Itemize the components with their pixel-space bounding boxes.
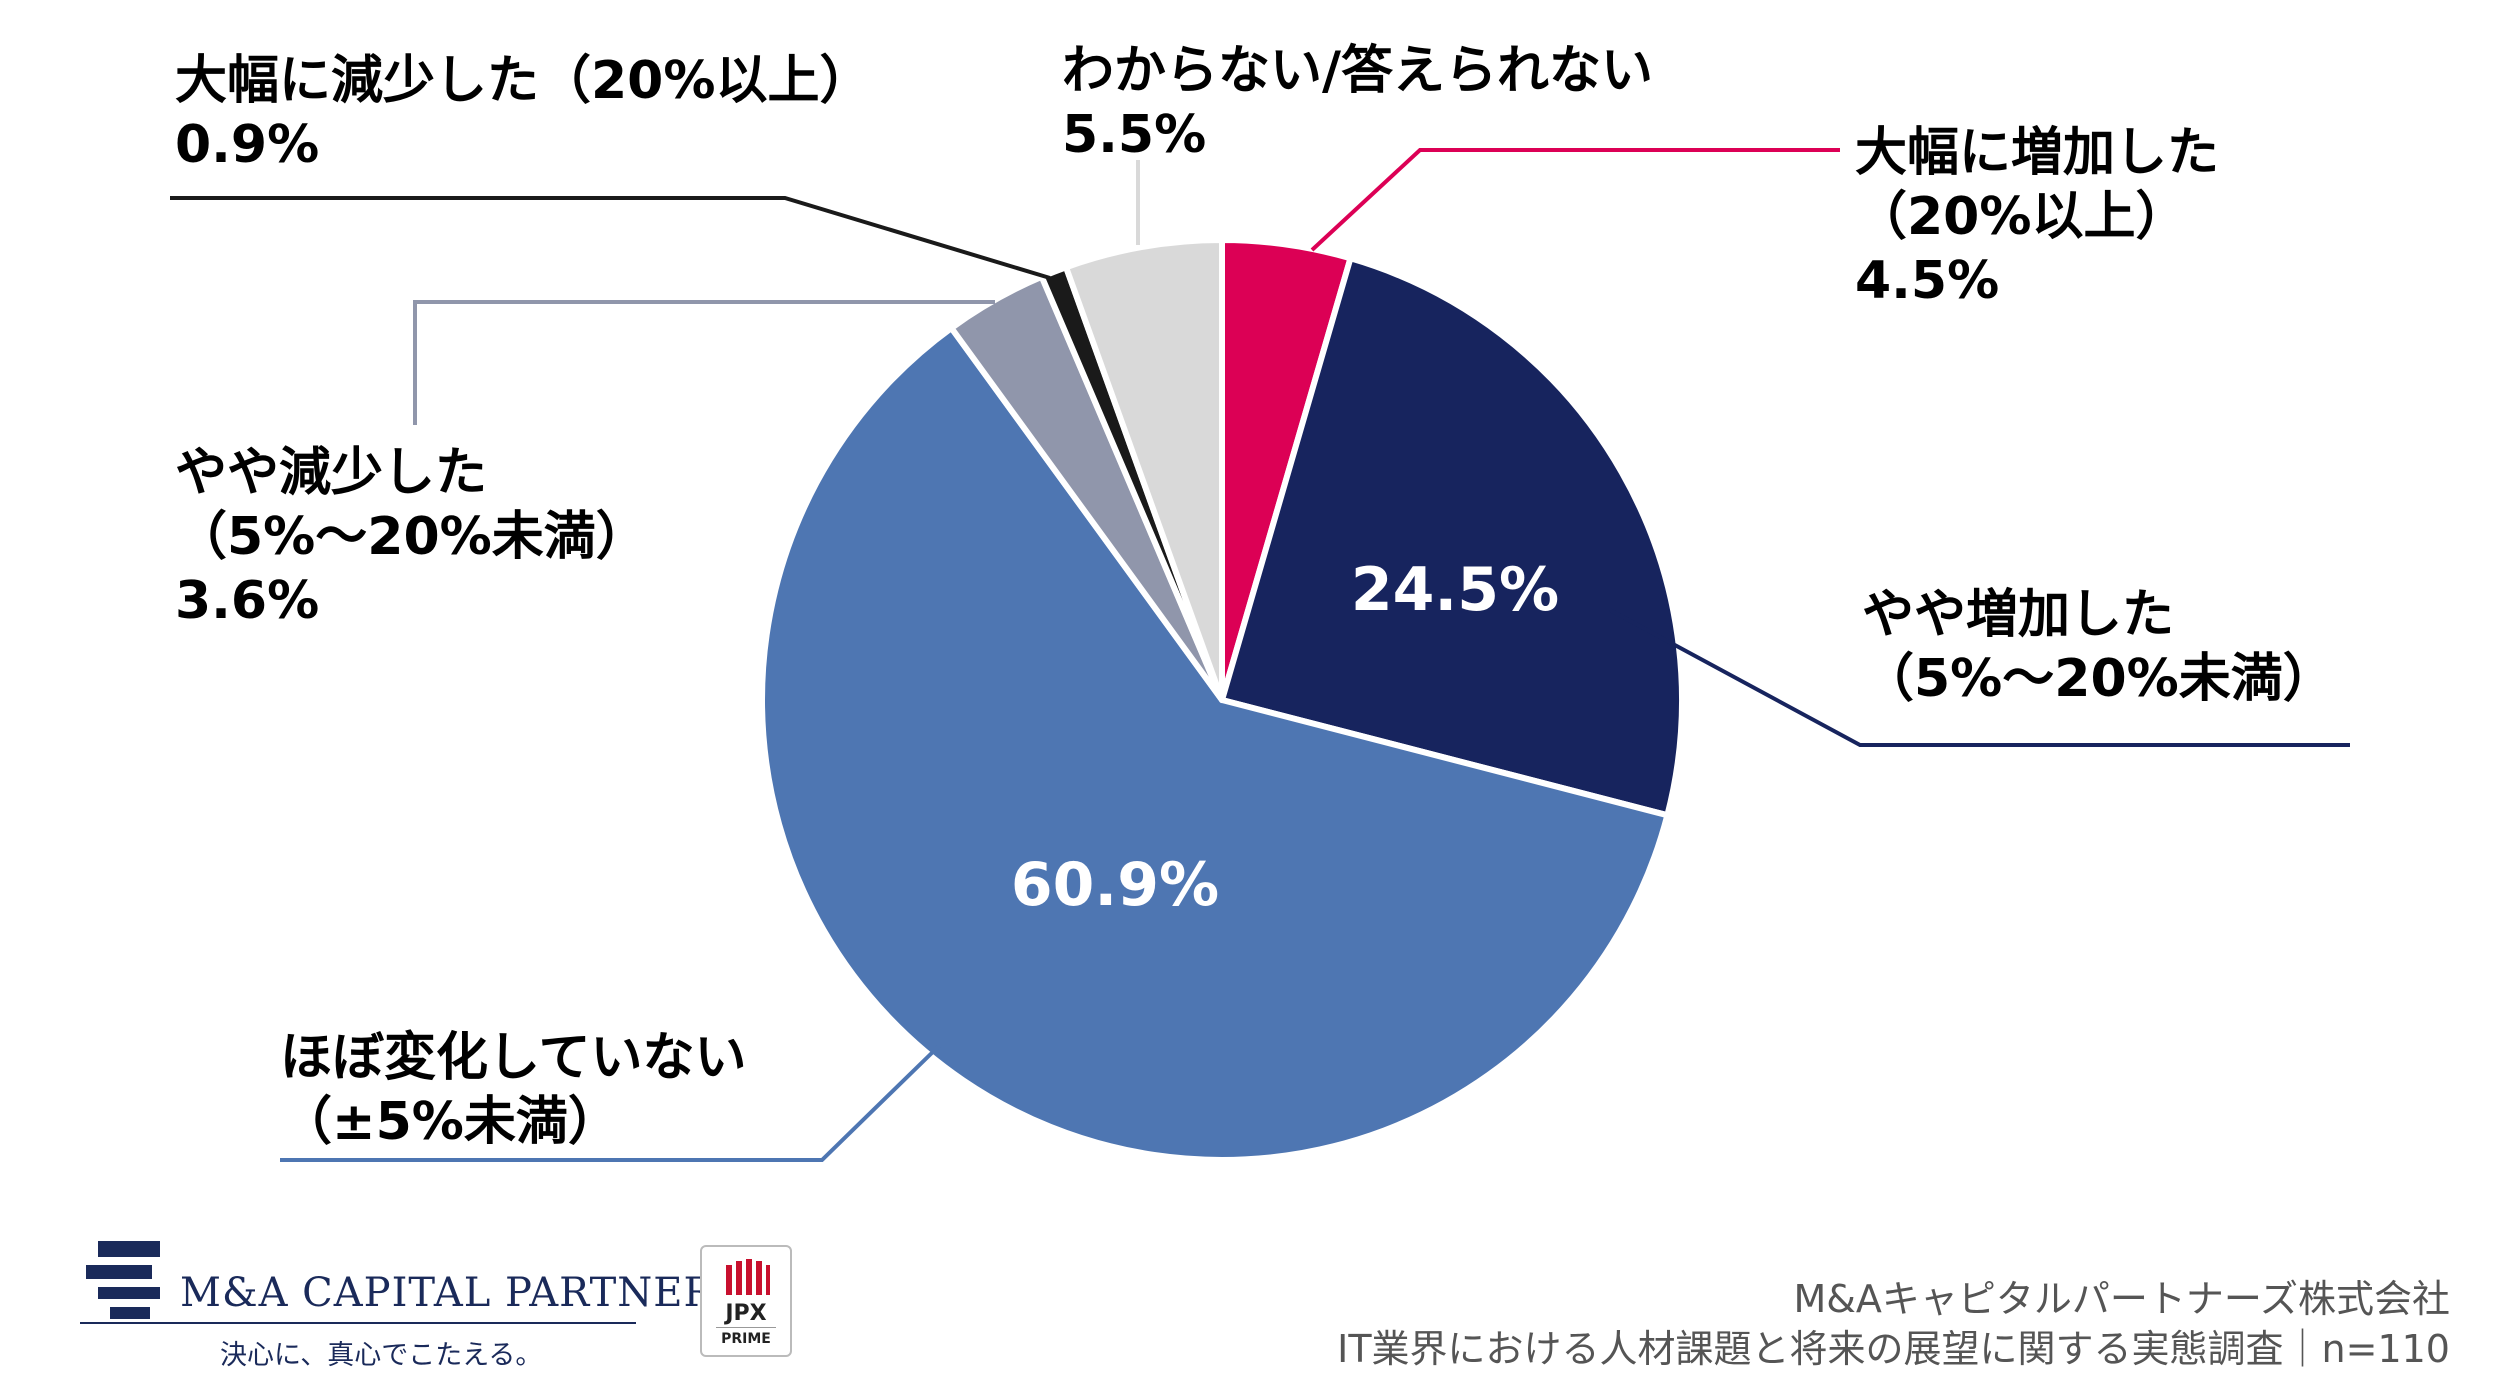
jpx-sub: PRIME bbox=[721, 1331, 771, 1347]
category-label-no-change-line-2: （±5%未満） bbox=[280, 1092, 620, 1152]
value-label-large-increase: 4.5% bbox=[1855, 251, 1999, 311]
leader-line-slight-decrease bbox=[413, 300, 995, 425]
category-label-large-increase-line-2: （20%以上） bbox=[1855, 187, 2187, 247]
source-company: M&Aキャピタルパートナーズ株式会社 bbox=[1793, 1277, 2450, 1321]
value-label-large-decrease: 0.9% bbox=[175, 115, 319, 175]
logo-divider bbox=[80, 1322, 636, 1324]
leader-line-slight-increase bbox=[1609, 608, 2350, 747]
category-label-no-change-line-1: ほぼ変化していない bbox=[280, 1028, 746, 1088]
value-label-slight-increase: 24.5% bbox=[1351, 555, 1559, 625]
category-label-slight-decrease-line-2: （5%〜20%未満） bbox=[175, 507, 648, 567]
leader-line-no-change bbox=[280, 1043, 942, 1162]
jpx-mark-icon bbox=[726, 1259, 770, 1295]
source-survey: IT業界における人材課題と将来の展望に関する実態調査｜n=110 bbox=[1337, 1327, 2450, 1371]
category-label-slight-increase-line-2: （5%〜20%未満） bbox=[1862, 649, 2335, 709]
pie-slice-slight-increase bbox=[1219, 255, 1685, 819]
leader-line-large-increase bbox=[1310, 148, 1840, 252]
category-label-slight-increase-line-1: やや増加した bbox=[1862, 585, 2174, 645]
company-tagline: 決心に、真心でこたえる。 bbox=[220, 1340, 543, 1371]
pie-slice-no-change bbox=[759, 325, 1671, 1163]
value-label-unknown: 5.5% bbox=[1062, 105, 1206, 165]
value-label-slight-decrease: 3.6% bbox=[175, 571, 319, 631]
pie-slice-unknown bbox=[1063, 237, 1225, 703]
category-label-large-increase-line-1: 大幅に増加した bbox=[1855, 123, 2219, 183]
category-label-slight-decrease-line-1: やや減少した bbox=[175, 443, 487, 503]
value-label-no-change: 60.9% bbox=[1011, 850, 1219, 920]
jpx-text: JPX bbox=[725, 1301, 767, 1326]
jpx-prime-badge: JPX PRIME bbox=[700, 1245, 792, 1357]
jpx-divider bbox=[716, 1327, 776, 1328]
leader-line-large-decrease bbox=[170, 196, 1051, 280]
category-label-large-decrease-line-1: 大幅に減少した（20%以上） bbox=[175, 51, 871, 111]
category-label-unknown-line-1: わからない/答えられない bbox=[1062, 41, 1653, 101]
company-logo-mark bbox=[86, 1241, 160, 1319]
company-logo-name: M&A CAPITAL PARTNERS bbox=[180, 1270, 743, 1316]
